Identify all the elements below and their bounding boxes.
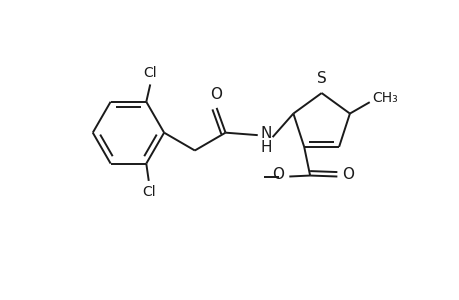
Text: O: O xyxy=(209,87,221,102)
Text: N: N xyxy=(260,126,271,141)
Text: CH₃: CH₃ xyxy=(371,91,397,105)
Text: O: O xyxy=(272,167,284,182)
Text: Cl: Cl xyxy=(142,185,155,199)
Text: S: S xyxy=(316,71,326,86)
Text: O: O xyxy=(341,167,353,182)
Text: H: H xyxy=(260,140,271,154)
Text: Cl: Cl xyxy=(143,67,157,80)
